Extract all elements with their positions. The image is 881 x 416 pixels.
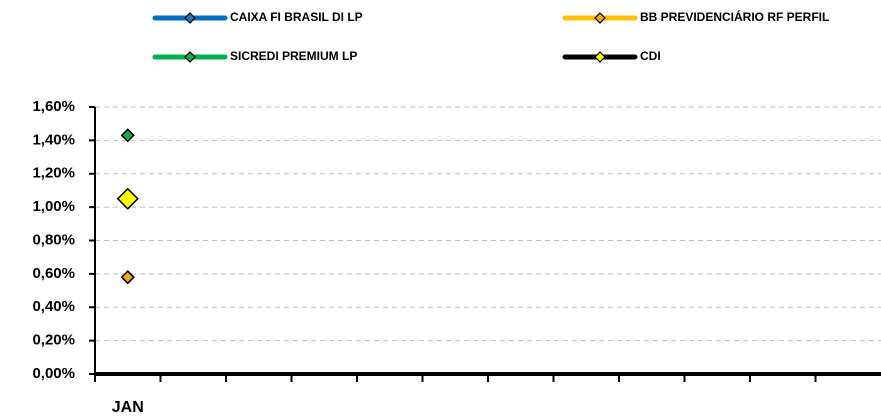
legend-marker: [184, 12, 196, 24]
legend-marker: [184, 51, 196, 63]
y-tick-label: 0,80%: [32, 231, 75, 248]
marker: [116, 187, 139, 210]
legend-marker: [594, 12, 606, 24]
y-tick-label: 0,00%: [32, 365, 75, 382]
x-tick-label: JAN: [112, 399, 144, 416]
legend-label: SICREDI PREMIUM LP: [230, 49, 357, 63]
legend-label: BB PREVIDENCIÁRIO RF PERFIL: [640, 9, 829, 24]
y-tick-label: 1,00%: [32, 198, 75, 215]
legend-label: CAIXA FI BRASIL DI LP: [230, 10, 363, 24]
legend-marker: [594, 51, 606, 63]
y-tick-label: 1,20%: [32, 165, 75, 182]
y-tick-label: 0,60%: [32, 265, 75, 282]
marker: [120, 128, 135, 143]
y-tick-label: 1,40%: [32, 131, 75, 148]
y-tick-label: 1,60%: [32, 98, 75, 115]
legend-label: CDI: [640, 49, 661, 63]
y-tick-label: 0,20%: [32, 332, 75, 349]
marker: [120, 270, 135, 285]
y-tick-label: 0,40%: [32, 298, 75, 315]
